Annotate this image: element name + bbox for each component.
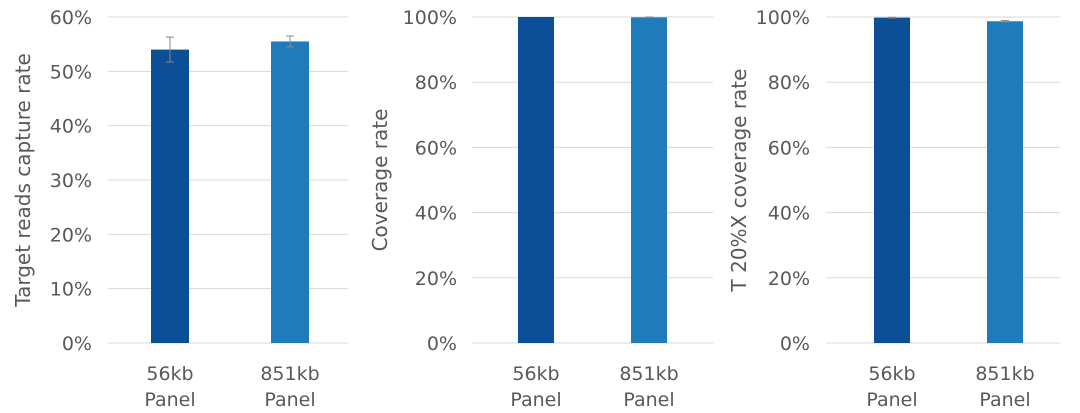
x-category-label: 56kb Panel: [144, 363, 195, 411]
y-tick-label: 40%: [768, 203, 810, 225]
y-tick-label: 80%: [415, 72, 457, 94]
y-tick-label: 50%: [50, 61, 92, 83]
y-tick-label: 20%: [415, 268, 457, 290]
chart-1: 0% 10% 20% 30% 40% 50% 60% 56kb Panel 851kb Panel T…: [11, 7, 348, 411]
bar-2: [631, 17, 667, 344]
x-category-line: Panel: [979, 389, 1030, 411]
x-category-line: Panel: [510, 389, 561, 411]
y-tick-label: 40%: [415, 203, 457, 225]
chart-3: 0% 20% 40% 60% 80% 100% 56kb Panel 851kb Panel T 2…: [727, 7, 1060, 411]
x-category-line: Panel: [623, 389, 674, 411]
y-tick-label: 40%: [50, 116, 92, 138]
x-category-line: Panel: [264, 389, 315, 411]
y-tick-label: 0%: [780, 333, 810, 355]
y-tick-label: 100%: [403, 7, 457, 29]
x-category-label: 851kb Panel: [619, 363, 678, 411]
y-tick-label: 0%: [427, 333, 457, 355]
y-tick-label: 60%: [768, 137, 810, 159]
x-category-line: 851kb: [975, 363, 1034, 385]
x-category-label: 56kb Panel: [510, 363, 561, 411]
y-axis-title: T 20%X coverage rate: [727, 69, 751, 293]
x-category-line: 851kb: [260, 363, 319, 385]
y-tick-label: 0%: [62, 333, 92, 355]
x-category-line: 56kb: [868, 363, 915, 385]
bar-2: [987, 21, 1023, 343]
chart-2: 0% 20% 40% 60% 80% 100% 56kb Panel 851kb Panel Cov…: [368, 7, 713, 411]
bar-1: [518, 17, 554, 343]
x-category-label: 851kb Panel: [260, 363, 319, 411]
y-tick-label: 100%: [756, 7, 810, 29]
x-category-line: 851kb: [619, 363, 678, 385]
y-tick-label: 60%: [415, 137, 457, 159]
bar-1: [151, 49, 189, 343]
x-category-line: Panel: [866, 389, 917, 411]
x-category-label: 851kb Panel: [975, 363, 1034, 411]
x-category-line: Panel: [144, 389, 195, 411]
x-category-line: 56kb: [512, 363, 559, 385]
x-category-line: 56kb: [146, 363, 193, 385]
x-category-label: 56kb Panel: [866, 363, 917, 411]
y-tick-label: 30%: [50, 170, 92, 192]
y-tick-label: 60%: [50, 7, 92, 29]
y-axis-title: Target reads capture rate: [11, 53, 35, 308]
y-tick-label: 20%: [768, 268, 810, 290]
y-tick-label: 20%: [50, 224, 92, 246]
y-axis-title: Coverage rate: [368, 109, 392, 252]
bar-2: [271, 41, 309, 343]
y-tick-label: 80%: [768, 72, 810, 94]
y-tick-label: 10%: [50, 279, 92, 301]
bar-1: [874, 17, 910, 343]
